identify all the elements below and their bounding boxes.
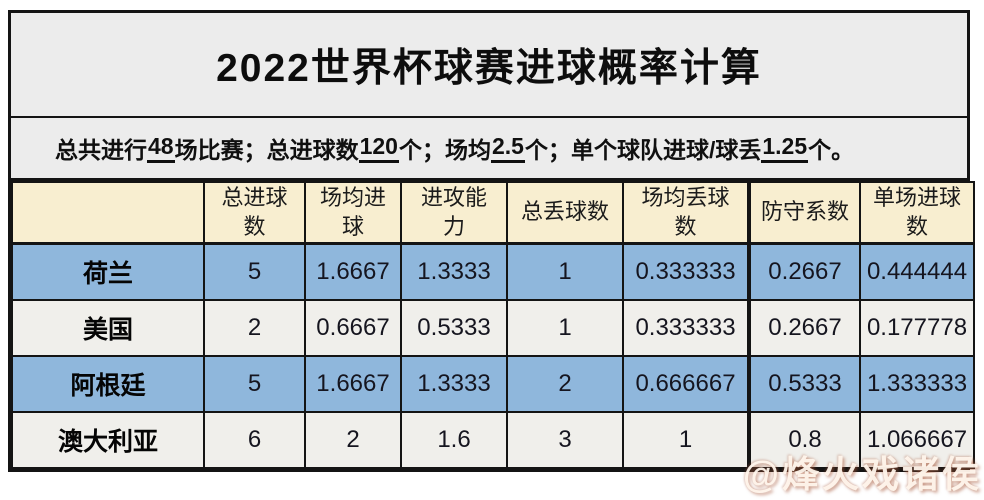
value-cell: 2 [304, 410, 402, 469]
summary-number-avg: 2.5 [490, 133, 525, 163]
table-row-australia: 澳大利亚 6 2 1.6 3 1 0.8 1.066667 [11, 410, 975, 469]
value-cell: 1 [506, 242, 624, 301]
summary-segment: 个。 [808, 137, 855, 163]
value-cell: 1.333333 [859, 354, 975, 413]
team-name-cell: 阿根廷 [11, 354, 205, 413]
value-cell: 0.5333 [400, 298, 508, 357]
value-cell: 2 [506, 354, 624, 413]
header-cell-goals-per-match: 场均进 球 [304, 181, 402, 246]
header-cell-defense-coefficient: 防守系数 [747, 181, 861, 246]
header-cell-total-conceded: 总丢球数 [506, 181, 624, 246]
value-cell: 5 [203, 242, 306, 301]
team-name-cell: 美国 [11, 298, 205, 357]
table-row-argentina: 阿根廷 5 1.6667 1.3333 2 0.666667 0.5333 1.… [11, 354, 975, 413]
value-cell: 3 [506, 410, 624, 469]
header-row: 总进球 数 场均进 球 进攻能 力 总丢球数 场均丢球 数 防守系数 单场进球 … [11, 181, 975, 246]
header-cell-conceded-per-match: 场均丢球 数 [622, 181, 750, 246]
value-cell: 0.333333 [622, 242, 750, 301]
team-name-cell: 澳大利亚 [11, 410, 205, 469]
value-cell: 5 [203, 354, 306, 413]
value-cell: 1.6667 [304, 354, 402, 413]
value-cell: 0.333333 [622, 298, 750, 357]
value-cell: 0.666667 [622, 354, 750, 413]
summary-segment: 总共进行 [55, 137, 147, 163]
header-cell-attack-ability: 进攻能 力 [400, 181, 508, 246]
value-cell: 1.3333 [400, 242, 508, 301]
value-cell: 2 [203, 298, 306, 357]
stat-card: 2022世界杯球赛进球概率计算 总共进行 48 场比赛；总进球数 120 个；场均 2.5… [8, 10, 975, 472]
value-cell: 1.6 [400, 410, 508, 469]
value-cell: 0.2667 [747, 298, 861, 357]
value-cell: 0.8 [747, 410, 861, 469]
value-cell: 1.3333 [400, 354, 508, 413]
table-row-netherlands: 荷兰 5 1.6667 1.3333 1 0.333333 0.2667 0.4… [11, 242, 975, 301]
header-cell-total-goals: 总进球 数 [203, 181, 306, 246]
summary-bar: 总共进行 48 场比赛；总进球数 120 个；场均 2.5 个；单个球队进球/球丢 1.25 个… [11, 118, 967, 181]
stats-table: 总进球 数 场均进 球 进攻能 力 总丢球数 场均丢球 数 防守系数 单场进球 … [11, 181, 975, 469]
value-cell: 0.444444 [859, 242, 975, 301]
header-cell-team [11, 181, 205, 246]
value-cell: 1 [622, 410, 750, 469]
value-cell: 1 [506, 298, 624, 357]
table-row-usa: 美国 2 0.6667 0.5333 1 0.333333 0.2667 0.1… [11, 298, 975, 357]
summary-number-goals: 120 [358, 133, 399, 163]
team-name-cell: 荷兰 [11, 242, 205, 301]
summary-segment: 个；单个球队进球/球丢 [524, 137, 762, 163]
value-cell: 6 [203, 410, 306, 469]
summary-segment: 个；场均 [398, 137, 491, 163]
value-cell: 0.6667 [304, 298, 402, 357]
value-cell: 0.177778 [859, 298, 975, 357]
title-bar: 2022世界杯球赛进球概率计算 [11, 13, 967, 118]
value-cell: 0.5333 [747, 354, 861, 413]
value-cell: 0.2667 [747, 242, 861, 301]
summary-number-matches: 48 [147, 133, 175, 163]
header-cell-single-match-goals: 单场进球 数 [859, 181, 975, 246]
page-title: 2022世界杯球赛进球概率计算 [216, 46, 762, 90]
summary-number-per-team: 1.25 [761, 133, 809, 163]
summary-segment: 场比赛；总进球数 [174, 137, 359, 163]
value-cell: 1.6667 [304, 242, 402, 301]
value-cell: 1.066667 [859, 410, 975, 469]
